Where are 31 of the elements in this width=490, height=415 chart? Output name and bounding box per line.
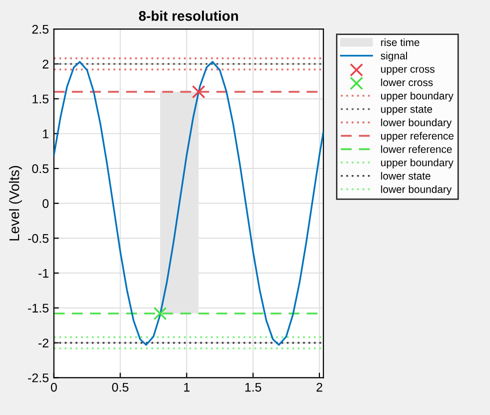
y-tick-label: 2.5 [32, 24, 49, 34]
y-axis-title: Level (Volts) [9, 166, 22, 240]
x-tick-label: 0 [50, 382, 57, 392]
y-tick-label: 0 [42, 199, 49, 208]
x-tick-label: 1 [184, 382, 190, 392]
line-series [54, 60, 324, 346]
legend-label: lower boundary [381, 118, 452, 128]
y-tick-label: 2 [42, 60, 48, 68]
legend-label: upper boundary [381, 92, 454, 102]
legend-label: lower reference [381, 145, 452, 153]
y-tick-label: 0.5 [32, 164, 49, 174]
legend-label: signal [380, 52, 407, 62]
y-tick-label: -1.5 [28, 304, 49, 313]
legend-label: lower boundary [381, 185, 452, 196]
chart-title: 8-bit resolution [138, 10, 238, 21]
y-tick-label: 1.5 [32, 94, 49, 104]
legend-label: upper reference [381, 132, 454, 142]
y-tick-label: -2 [38, 338, 48, 348]
legend-label: upper state [381, 106, 432, 115]
legend-label: lower cross [381, 78, 433, 86]
legend-label: upper boundary [381, 158, 454, 168]
x-tick-label: 1.5 [245, 382, 262, 392]
legend-label: lower state [381, 172, 430, 180]
y-tick-label: -1 [38, 269, 48, 278]
x-tick-label: 0.5 [112, 382, 128, 392]
y-tick-label: -2.5 [28, 373, 49, 382]
legend-label: upper cross [381, 67, 434, 75]
y-tick-label: -0.5 [28, 234, 49, 243]
legend-label: rise time [381, 38, 420, 46]
y-tick-label: 1 [43, 130, 48, 138]
x-tick-label: 2 [316, 382, 322, 392]
